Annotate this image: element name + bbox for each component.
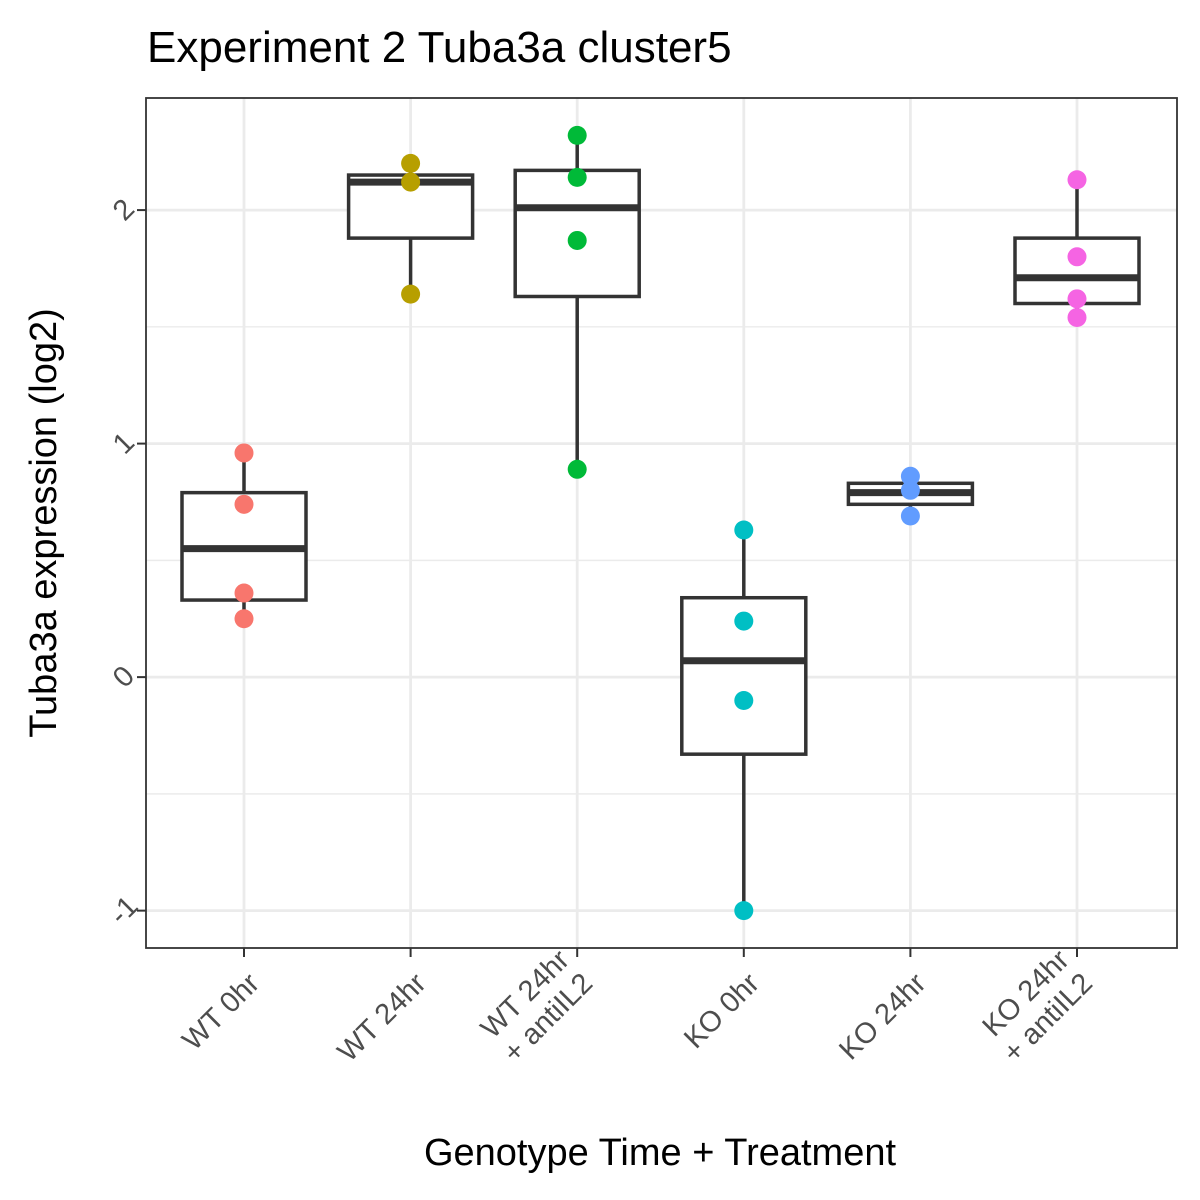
x-tick-label: KO 24hr+ antiIL2: [974, 944, 1099, 1069]
data-point: [1067, 308, 1087, 328]
y-axis-title: Tuba3a expression (log2): [23, 308, 65, 738]
data-point: [1067, 170, 1087, 190]
data-point: [234, 443, 254, 463]
box-layer: [180, 135, 1141, 911]
x-tick-label: KO 24hr: [833, 967, 932, 1066]
point-layer: [234, 125, 1087, 921]
x-tick-label-line: KO 0hr: [678, 967, 766, 1055]
data-point: [401, 153, 421, 173]
data-point: [900, 480, 920, 500]
x-tick-label: WT 0hr: [176, 967, 266, 1057]
data-point: [1067, 247, 1087, 267]
grid-lines: [146, 98, 1177, 948]
y-tick-label: 1: [107, 427, 141, 461]
y-tick-label: -1: [104, 890, 145, 931]
x-tick-label: WT 24hr+ antiIL2: [474, 944, 599, 1069]
data-point: [567, 459, 587, 479]
data-point: [401, 284, 421, 304]
y-axis: -1 0 1 2: [104, 193, 146, 931]
data-point: [734, 520, 754, 540]
data-point: [900, 506, 920, 526]
data-point: [1067, 289, 1087, 309]
data-point: [734, 611, 754, 631]
y-tick-label: 2: [107, 193, 141, 227]
data-point: [734, 901, 754, 921]
data-point: [567, 125, 587, 145]
x-tick-label-line: WT 0hr: [176, 967, 266, 1057]
x-tick-label: WT 24hr: [332, 967, 433, 1068]
data-point: [234, 494, 254, 514]
x-tick-label: KO 0hr: [678, 967, 766, 1055]
data-point: [234, 583, 254, 603]
data-point: [567, 167, 587, 187]
x-axis: WT 0hr WT 24hr WT 24hr+ antiIL2 KO 0hr KO 24…: [176, 944, 1099, 1069]
data-point: [401, 172, 421, 192]
x-tick-label-line: KO 24hr: [833, 967, 932, 1066]
data-point: [900, 466, 920, 486]
data-point: [567, 230, 587, 250]
y-tick-label: 0: [107, 660, 141, 694]
chart-title: Experiment 2 Tuba3a cluster5: [147, 23, 732, 72]
data-point: [734, 690, 754, 710]
x-axis-title: Genotype Time + Treatment: [424, 1132, 897, 1174]
x-tick-label-line: WT 24hr: [332, 967, 433, 1068]
panel-border: [145, 97, 1178, 949]
box-group-4: [680, 530, 808, 911]
data-point: [234, 609, 254, 629]
